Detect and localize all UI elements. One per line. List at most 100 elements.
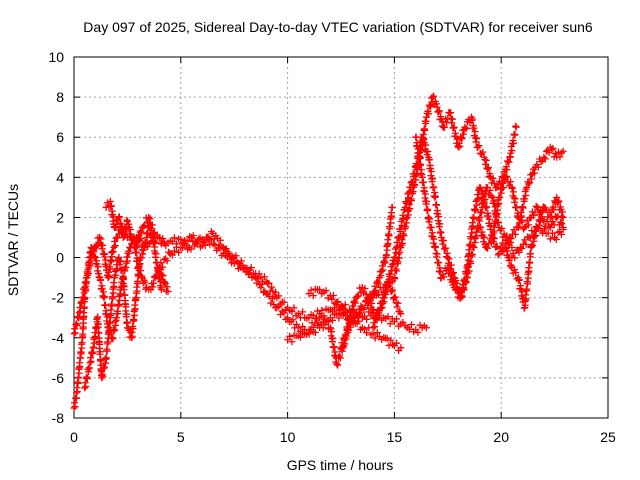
data-point <box>442 244 450 252</box>
series-track-l <box>497 143 567 252</box>
data-point <box>499 179 507 187</box>
data-point <box>310 323 318 331</box>
data-point <box>447 109 455 117</box>
data-point <box>449 278 457 286</box>
data-point <box>489 175 497 183</box>
data-point <box>322 287 330 295</box>
y-tick-label: -8 <box>52 410 65 426</box>
data-point <box>91 254 99 262</box>
data-point <box>296 333 304 341</box>
data-point <box>509 188 517 196</box>
data-point <box>380 258 388 266</box>
data-point <box>136 260 144 268</box>
data-point <box>400 232 408 240</box>
data-point <box>511 230 519 238</box>
data-point <box>335 314 343 322</box>
data-point <box>337 304 345 312</box>
x-axis-label: GPS time / hours <box>287 457 394 473</box>
data-point <box>379 266 387 274</box>
data-point <box>423 197 431 205</box>
data-point <box>384 279 392 287</box>
data-point <box>546 213 554 221</box>
data-point <box>482 156 490 164</box>
data-point <box>360 304 368 312</box>
data-point <box>267 299 275 307</box>
data-point <box>381 259 389 267</box>
y-tick-label: 8 <box>56 89 64 105</box>
data-point <box>466 242 474 250</box>
data-point <box>521 195 529 203</box>
data-point <box>82 382 90 390</box>
data-point <box>549 218 557 226</box>
data-point <box>244 270 252 278</box>
data-point <box>430 235 438 243</box>
data-point <box>348 318 356 326</box>
data-point <box>425 155 433 163</box>
data-point <box>343 308 351 316</box>
data-point <box>339 343 347 351</box>
data-point <box>527 250 535 258</box>
data-point <box>125 249 133 257</box>
data-point <box>504 157 512 165</box>
x-tick-label: 25 <box>600 429 616 445</box>
data-point <box>280 298 288 306</box>
data-point <box>374 291 382 299</box>
data-point <box>515 248 523 256</box>
data-point <box>559 225 567 233</box>
data-point <box>275 292 283 300</box>
data-point <box>338 339 346 347</box>
data-point <box>509 139 517 147</box>
data-point <box>216 236 224 244</box>
data-point <box>490 235 498 243</box>
data-point <box>470 214 478 222</box>
data-point <box>477 208 485 216</box>
data-point <box>260 273 268 281</box>
data-point <box>111 242 119 250</box>
data-point <box>254 274 262 282</box>
data-point <box>376 307 384 315</box>
data-point <box>424 206 432 214</box>
data-point <box>440 237 448 245</box>
data-point <box>289 316 297 324</box>
data-point <box>475 142 483 150</box>
data-point <box>299 329 307 337</box>
data-point <box>530 169 538 177</box>
data-point <box>334 298 342 306</box>
data-point <box>511 195 519 203</box>
data-point <box>398 222 406 230</box>
data-point <box>341 334 349 342</box>
data-point <box>393 315 401 323</box>
data-point <box>79 293 87 301</box>
data-point <box>414 145 422 153</box>
data-point <box>397 225 405 233</box>
data-point <box>189 232 197 240</box>
data-point <box>486 170 494 178</box>
data-point <box>316 286 324 294</box>
data-point <box>427 168 435 176</box>
data-point <box>538 208 546 216</box>
data-point <box>470 243 478 251</box>
data-point <box>275 302 283 310</box>
data-point <box>558 212 566 220</box>
data-point <box>141 278 149 286</box>
data-point <box>397 344 405 352</box>
data-point <box>490 238 498 246</box>
data-point <box>272 288 280 296</box>
data-point <box>512 123 520 131</box>
data-point <box>357 305 365 313</box>
data-point <box>161 279 169 287</box>
data-point <box>526 179 534 187</box>
data-point <box>480 199 488 207</box>
data-point <box>421 190 429 198</box>
data-point <box>558 220 566 228</box>
data-point <box>388 260 396 268</box>
data-point <box>373 329 381 337</box>
data-point <box>347 323 355 331</box>
data-point <box>290 304 298 312</box>
y-axis-label: SDTVAR / TECUs <box>5 184 21 296</box>
data-point <box>549 144 557 152</box>
data-point <box>258 280 266 288</box>
data-point <box>382 283 390 291</box>
data-point <box>405 325 413 333</box>
data-point <box>432 100 440 108</box>
